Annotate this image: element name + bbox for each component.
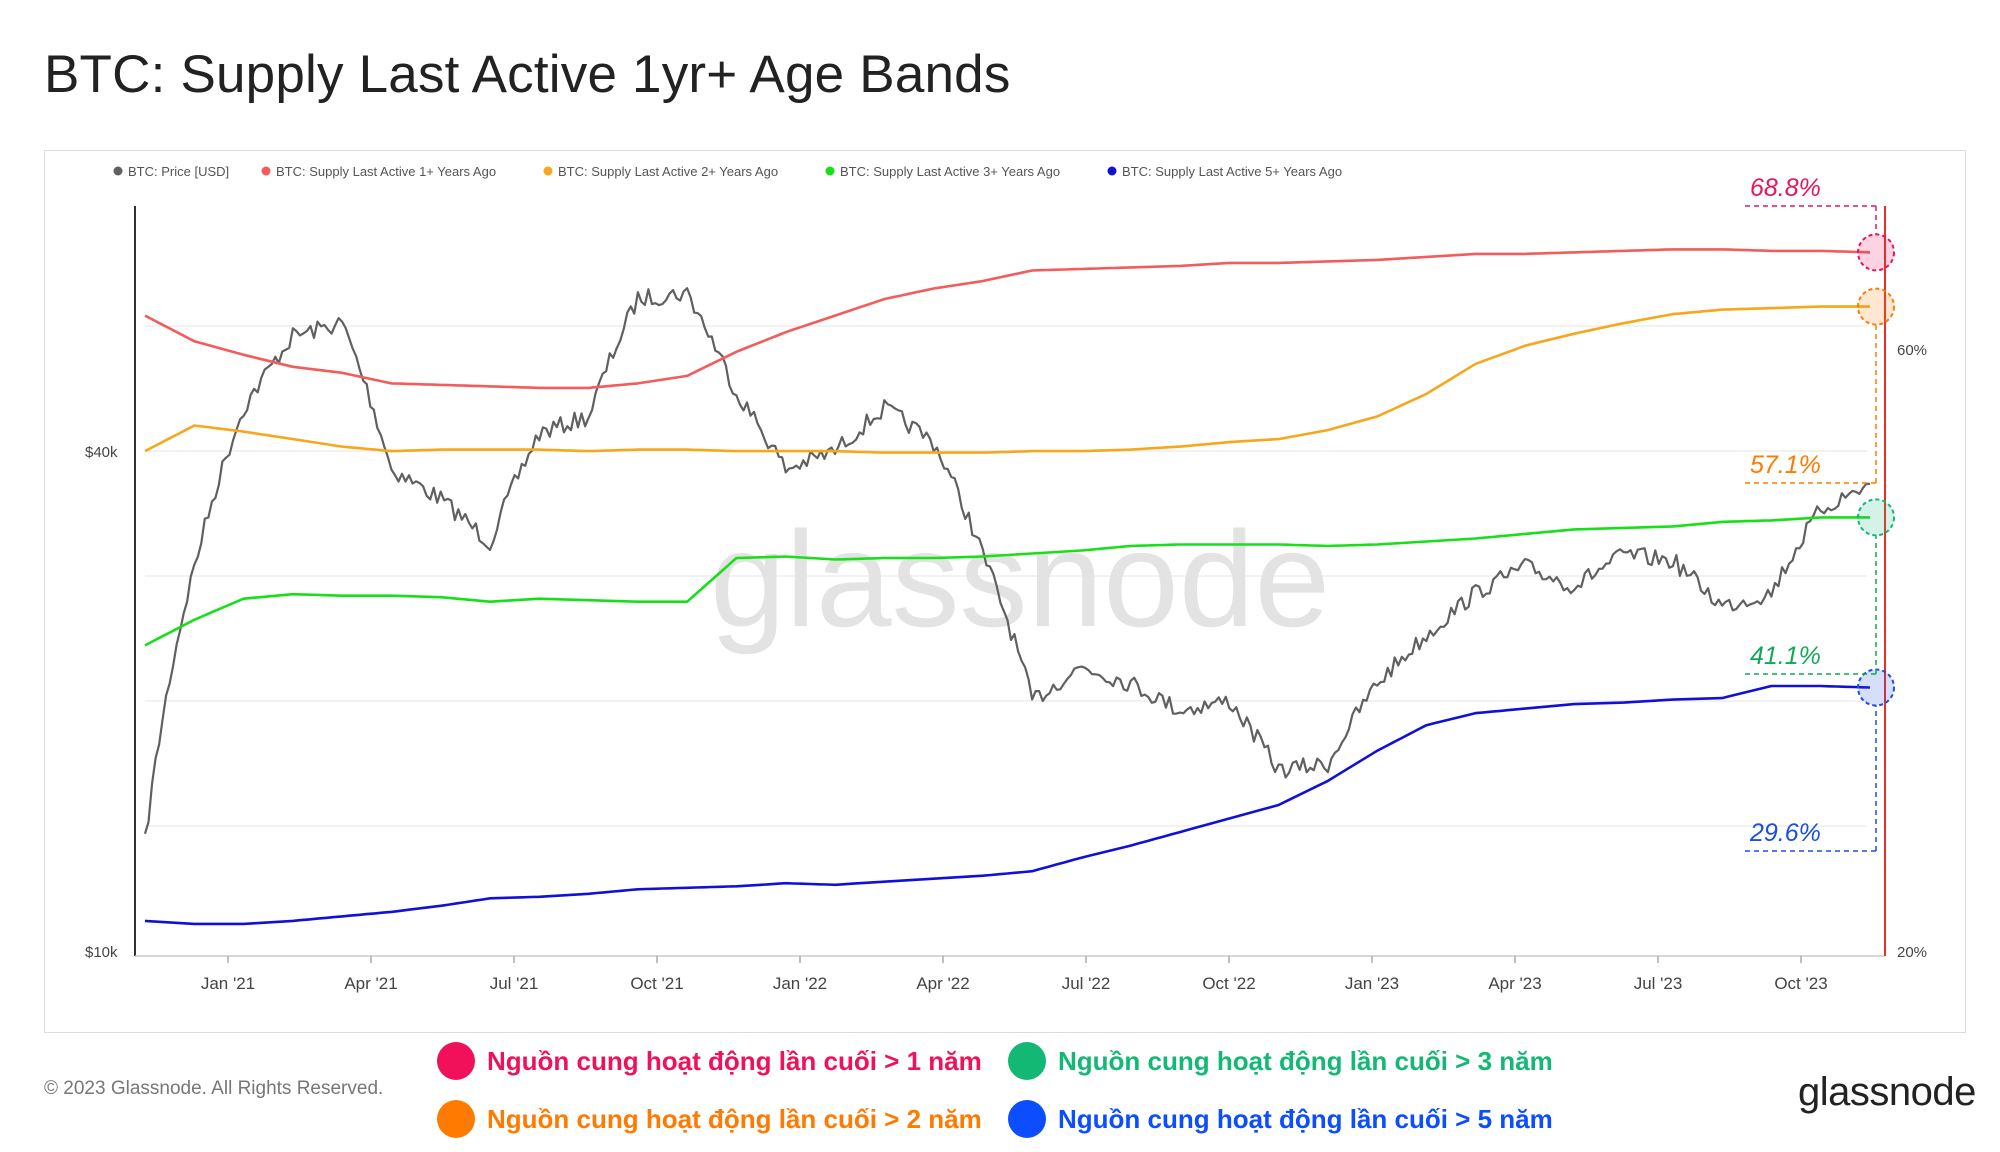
copyright-text: © 2023 Glassnode. All Rights Reserved. [44, 1078, 384, 1099]
vn-legend-dot [1008, 1100, 1046, 1138]
y-left-tick-label: $40k [85, 444, 118, 461]
vn-legend-dot [437, 1042, 475, 1080]
legend-label: BTC: Price [USD] [128, 164, 229, 179]
legend-dot [261, 166, 271, 176]
legend-label: BTC: Supply Last Active 2+ Years Ago [558, 164, 778, 179]
series-line-3 [144, 516, 1870, 647]
vn-legend-item: Nguồn cung hoạt động lần cuối > 1 năm [437, 1042, 982, 1080]
chart-legend[interactable]: BTC: Price [USD] BTC: Supply Last Active … [113, 164, 1343, 179]
y-right-tick-label: 60% [1897, 342, 1927, 359]
vn-legend-item: Nguồn cung hoạt động lần cuối > 5 năm [1008, 1100, 1553, 1138]
x-tick-label: Oct '22 [1202, 974, 1255, 993]
legend-dot [543, 166, 553, 176]
endpoint-highlight [1857, 233, 1895, 272]
x-tick-label: Jul '21 [490, 974, 539, 993]
chart-series [143, 248, 1871, 926]
watermark: glassnode [710, 503, 1330, 655]
legend-dot [825, 166, 835, 176]
vn-legend-dot [1008, 1042, 1046, 1080]
annotation-label: 29.6% [1749, 819, 1821, 847]
x-tick-label: Apr '22 [916, 974, 969, 993]
annotation-label: 57.1% [1750, 451, 1821, 479]
series-line-4 [144, 684, 1871, 926]
chart-container: glassnode $10k $40k 20% 60% Jan '21 Apr '21 Ju… [44, 150, 1966, 1033]
y-left-tick-label: $10k [85, 944, 118, 961]
x-tick-label: Jul '23 [1634, 974, 1683, 993]
endpoint-highlight [1857, 498, 1895, 537]
x-tick-label: Jul '22 [1062, 974, 1111, 993]
x-tick-label: Jan '21 [201, 974, 255, 993]
chart-annotations: 68.8% 57.1% 41.1% 29.6% [1745, 174, 1895, 852]
series-line-1 [144, 248, 1871, 390]
vn-legend-item: Nguồn cung hoạt động lần cuối > 2 năm [437, 1100, 982, 1138]
annotation-label: 68.8% [1750, 174, 1821, 202]
vn-legend-label: Nguồn cung hoạt động lần cuối > 5 năm [1058, 1103, 1553, 1134]
x-tick-label: Jan '22 [773, 974, 827, 993]
series-line-0 [143, 287, 1871, 835]
legend-dot [1107, 166, 1117, 176]
vn-legend-label: Nguồn cung hoạt động lần cuối > 3 năm [1058, 1045, 1553, 1076]
y-right-tick-label: 20% [1897, 944, 1927, 961]
endpoint-highlight [1857, 668, 1895, 707]
endpoint-highlight [1857, 287, 1895, 326]
vn-legend-dot [437, 1100, 475, 1138]
series-line-2 [144, 305, 1870, 454]
vn-legend-item: Nguồn cung hoạt động lần cuối > 3 năm [1008, 1042, 1553, 1080]
x-tick-label: Jan '23 [1345, 974, 1399, 993]
legend-label: BTC: Supply Last Active 3+ Years Ago [840, 164, 1060, 179]
annotation-label: 41.1% [1750, 642, 1821, 670]
x-tick-label: Apr '23 [1488, 974, 1541, 993]
x-tick-label: Apr '21 [344, 974, 397, 993]
chart-svg: glassnode $10k $40k 20% 60% Jan '21 Apr '21 Ju… [85, 164, 1927, 993]
page-title: BTC: Supply Last Active 1yr+ Age Bands [44, 45, 1011, 104]
chart-axes: $10k $40k 20% 60% Jan '21 Apr '21 Jul '21 Oct '… [85, 206, 1927, 993]
legend-label: BTC: Supply Last Active 1+ Years Ago [276, 164, 496, 179]
vn-legend-label: Nguồn cung hoạt động lần cuối > 1 năm [487, 1045, 982, 1076]
legend-label: BTC: Supply Last Active 5+ Years Ago [1122, 164, 1342, 179]
x-tick-label: Oct '23 [1774, 974, 1827, 993]
glassnode-logo: glassnode [1798, 1070, 1976, 1114]
legend-dot [113, 166, 123, 176]
x-tick-label: Oct '21 [630, 974, 683, 993]
vn-legend-label: Nguồn cung hoạt động lần cuối > 2 năm [487, 1103, 982, 1134]
